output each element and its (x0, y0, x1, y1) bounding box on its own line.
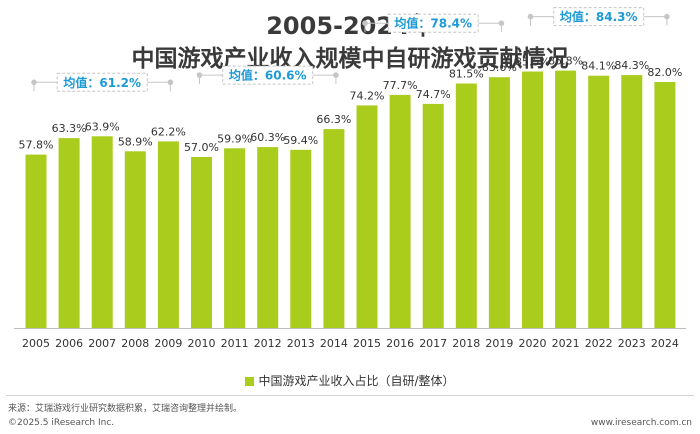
bracket-dot (196, 72, 203, 78)
source-note: 来源：艾瑞游戏行业研究数据积累，艾瑞咨询整理并绘制。 (8, 404, 243, 414)
x-tick-label: 2018 (452, 337, 480, 350)
bar (455, 83, 477, 328)
bar (555, 70, 577, 328)
average-label: 均值：60.6% (229, 68, 307, 83)
data-label: 74.2% (350, 89, 385, 102)
data-label: 82.0% (647, 66, 682, 79)
x-tick-label: 2005 (22, 337, 50, 350)
copyright-text: ©2025.5 iResearch Inc. (8, 418, 115, 428)
average-box (222, 65, 314, 85)
bracket-dot (167, 79, 174, 86)
average-label: 均值：78.4% (394, 16, 472, 31)
data-label: 74.7% (416, 88, 451, 101)
data-label: 59.4% (283, 134, 318, 147)
bar (588, 75, 610, 328)
bar (124, 151, 146, 328)
x-tick-label: 2011 (221, 337, 249, 350)
data-label: 66.3% (316, 113, 351, 126)
bracket-dot (664, 13, 670, 20)
data-label: 85.5% (515, 56, 550, 69)
x-tick-label: 2020 (519, 337, 547, 350)
x-tick-label: 2015 (353, 337, 381, 350)
x-tick-label: 2017 (419, 337, 447, 350)
data-label: 57.8% (19, 139, 54, 152)
bar (621, 75, 643, 328)
data-label: 57.0% (184, 141, 219, 154)
x-tick-label: 2010 (188, 337, 216, 350)
bracket-dot (527, 13, 534, 20)
chart-legend: 中国游戏产业收入占比（自研/整体） (0, 372, 700, 389)
website-text: www.iresearch.com.cn (590, 418, 692, 428)
bar (654, 82, 676, 328)
data-label: 63.9% (85, 120, 120, 133)
legend-swatch (245, 377, 255, 386)
chart-title-line2: 中国游戏产业收入规模中自研游戏贡献情况 (131, 46, 569, 72)
legend-label: 中国游戏产业收入占比（自研/整体） (258, 374, 455, 388)
bar (224, 148, 246, 328)
bar (25, 154, 47, 328)
bar (323, 129, 345, 328)
bracket-dot (333, 72, 339, 78)
x-tick-label: 2016 (386, 337, 414, 350)
x-tick-label: 2019 (485, 337, 513, 350)
bar (522, 71, 543, 328)
average-box (387, 13, 479, 33)
footer-divider (6, 395, 694, 396)
average-label: 均值：61.2% (63, 75, 141, 90)
data-label: 83.6% (482, 61, 517, 74)
data-label: 77.7% (383, 79, 418, 92)
bar (488, 77, 510, 328)
x-tick-label: 2014 (320, 337, 348, 350)
average-box (553, 7, 645, 27)
data-label: 84.3% (614, 59, 649, 72)
average-label: 均值：84.3% (560, 9, 638, 24)
x-tick-label: 2007 (88, 337, 116, 350)
bar (191, 157, 212, 328)
x-tick-label: 2021 (552, 337, 580, 350)
x-tick-label: 2008 (121, 337, 149, 350)
bracket-dot (498, 20, 505, 27)
bar (157, 141, 179, 328)
average-box (56, 72, 148, 92)
bar (422, 103, 444, 329)
x-tick-label: 2009 (154, 337, 182, 350)
bar (356, 105, 378, 329)
x-tick-label: 2023 (618, 337, 646, 350)
x-tick-label: 2013 (287, 337, 315, 350)
data-label: 60.3% (250, 131, 285, 144)
x-tick-label: 2024 (651, 337, 679, 350)
data-label: 85.8% (548, 55, 583, 68)
data-label: 59.9% (217, 132, 252, 145)
bar (58, 138, 80, 328)
data-label: 58.9% (118, 135, 153, 148)
data-label: 81.5% (449, 68, 484, 81)
data-label: 62.2% (151, 125, 186, 138)
bar (91, 136, 113, 328)
data-label: 84.1% (581, 60, 616, 73)
bar (257, 147, 279, 328)
bracket-dot (362, 20, 368, 27)
bar (389, 94, 411, 329)
x-tick-label: 2006 (55, 337, 83, 350)
x-tick-label: 2022 (585, 337, 613, 350)
bracket-dot (31, 79, 37, 86)
data-label: 63.3% (52, 122, 87, 135)
x-tick-label: 2012 (254, 337, 282, 350)
bar (290, 149, 312, 328)
